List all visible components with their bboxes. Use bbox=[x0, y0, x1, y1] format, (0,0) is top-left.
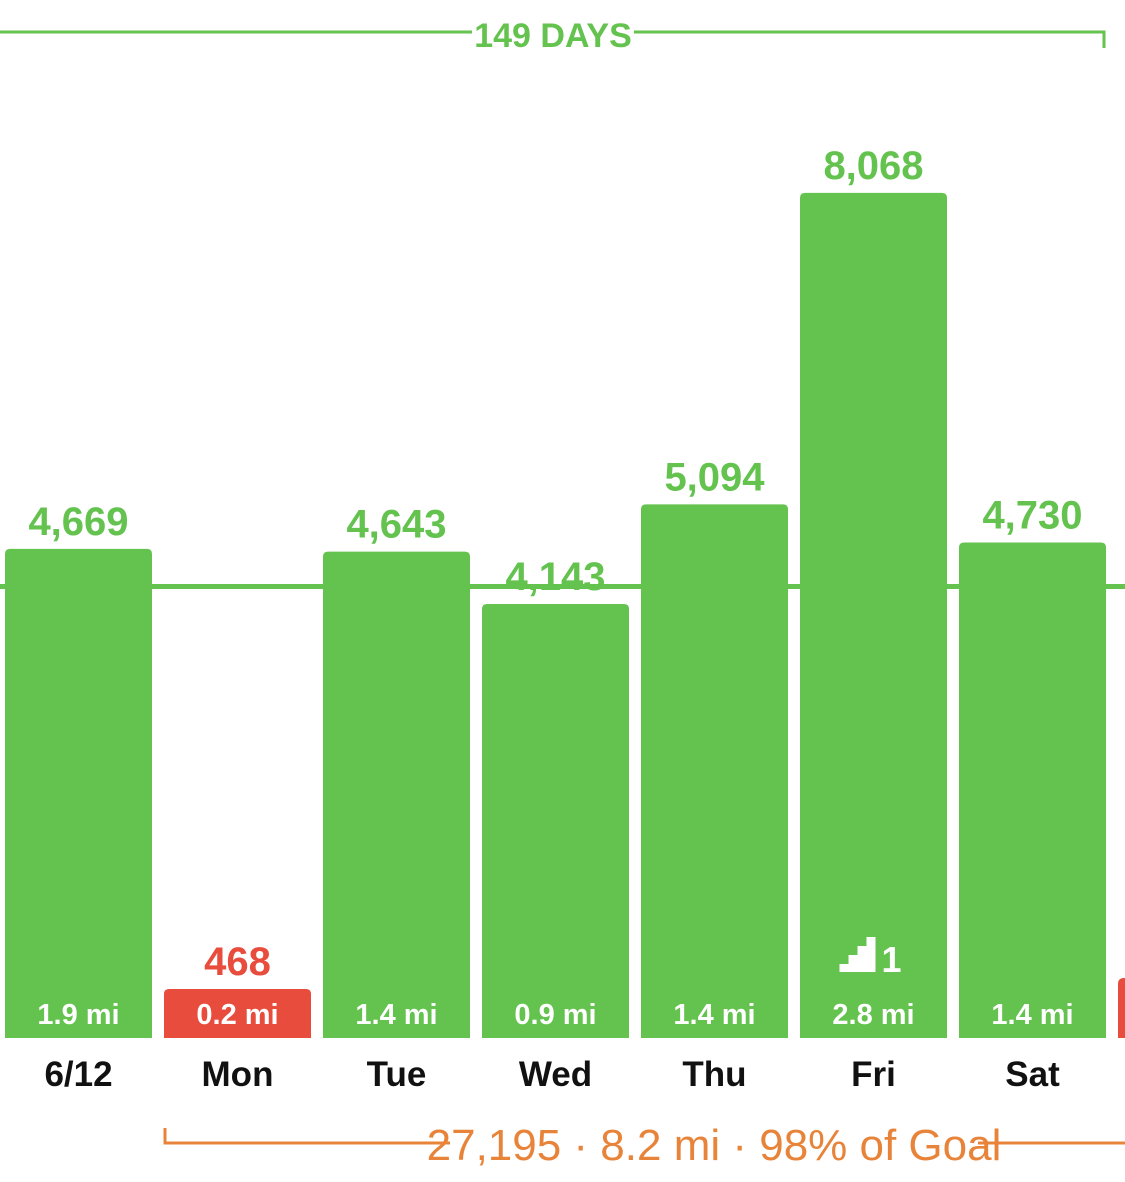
day-bar-group[interactable]: 4,669 1.9 mi 6/12 bbox=[5, 500, 152, 1094]
day-bar[interactable] bbox=[800, 192, 947, 1038]
day-label: Fri bbox=[851, 1055, 896, 1094]
day-label: Tue bbox=[367, 1055, 427, 1094]
step-count-label: 4,669 bbox=[28, 500, 128, 544]
day-label: 6/12 bbox=[44, 1055, 112, 1094]
distance-label: 1.4 mi bbox=[673, 999, 755, 1031]
distance-label: 1.9 mi bbox=[37, 999, 119, 1031]
day-bar[interactable] bbox=[641, 504, 788, 1038]
next-day-bar-partial[interactable] bbox=[1118, 978, 1125, 1038]
step-count-label: 4,643 bbox=[346, 503, 446, 547]
day-bar-group[interactable]: 468 0.2 mi Mon bbox=[164, 940, 311, 1094]
summary-bracket bbox=[163, 1128, 1125, 1145]
day-bar-group[interactable]: 8,068 2.8 mi Fri 1 bbox=[800, 144, 947, 1094]
week-summary: 27,195 · 8.2 mi · 98% of Goal bbox=[427, 1121, 1002, 1170]
day-label: Wed bbox=[519, 1055, 592, 1094]
stairs-icon bbox=[839, 937, 876, 972]
distance-label: 1.4 mi bbox=[355, 999, 437, 1031]
day-bar[interactable] bbox=[482, 603, 629, 1038]
step-count-label: 4,730 bbox=[982, 494, 1082, 538]
day-label: Sat bbox=[1005, 1055, 1060, 1094]
day-bar[interactable] bbox=[5, 548, 152, 1038]
day-bar-group[interactable]: 5,094 1.4 mi Thu bbox=[641, 455, 788, 1094]
streak-bracket bbox=[0, 30, 1106, 48]
step-count-label: 5,094 bbox=[664, 455, 765, 499]
distance-label: 1.4 mi bbox=[991, 999, 1073, 1031]
step-count-label: 8,068 bbox=[823, 144, 923, 188]
summary-bracket-line bbox=[163, 1128, 1125, 1145]
floors-count-label: 1 bbox=[882, 939, 902, 980]
streak-label: 149 DAYS bbox=[474, 17, 632, 55]
day-bar[interactable] bbox=[164, 988, 311, 1038]
day-bar-group[interactable]: 4,643 1.4 mi Tue bbox=[323, 503, 470, 1094]
distance-label: 0.2 mi bbox=[196, 999, 278, 1031]
day-label: Thu bbox=[682, 1055, 746, 1094]
step-count-label: 4,143 bbox=[505, 555, 605, 599]
distance-label: 0.9 mi bbox=[514, 999, 596, 1031]
day-bar[interactable] bbox=[959, 542, 1106, 1038]
bars: 4,669 1.9 mi 6/12 468 0.2 mi Mon 4,643 1.4 mi Tu… bbox=[5, 144, 1125, 1094]
streak-bracket-line bbox=[0, 30, 1106, 48]
step-count-label: 468 bbox=[204, 940, 271, 984]
day-bar-group[interactable]: 4,730 1.4 mi Sat bbox=[959, 494, 1106, 1094]
day-bar[interactable] bbox=[323, 551, 470, 1038]
distance-label: 2.8 mi bbox=[832, 999, 914, 1031]
day-label: Mon bbox=[202, 1055, 274, 1094]
day-bar-group[interactable]: 4,143 0.9 mi Wed bbox=[482, 555, 629, 1094]
